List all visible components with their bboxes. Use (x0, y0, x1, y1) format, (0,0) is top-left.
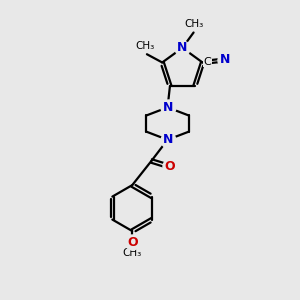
Text: N: N (162, 133, 173, 146)
Text: N: N (220, 53, 230, 66)
Text: CH₃: CH₃ (123, 248, 142, 258)
Text: C: C (204, 57, 212, 67)
Text: N: N (162, 101, 173, 114)
Text: O: O (164, 160, 175, 173)
Text: CH₃: CH₃ (184, 19, 204, 29)
Text: O: O (127, 236, 138, 249)
Text: N: N (177, 41, 188, 54)
Text: CH₃: CH₃ (136, 41, 155, 51)
